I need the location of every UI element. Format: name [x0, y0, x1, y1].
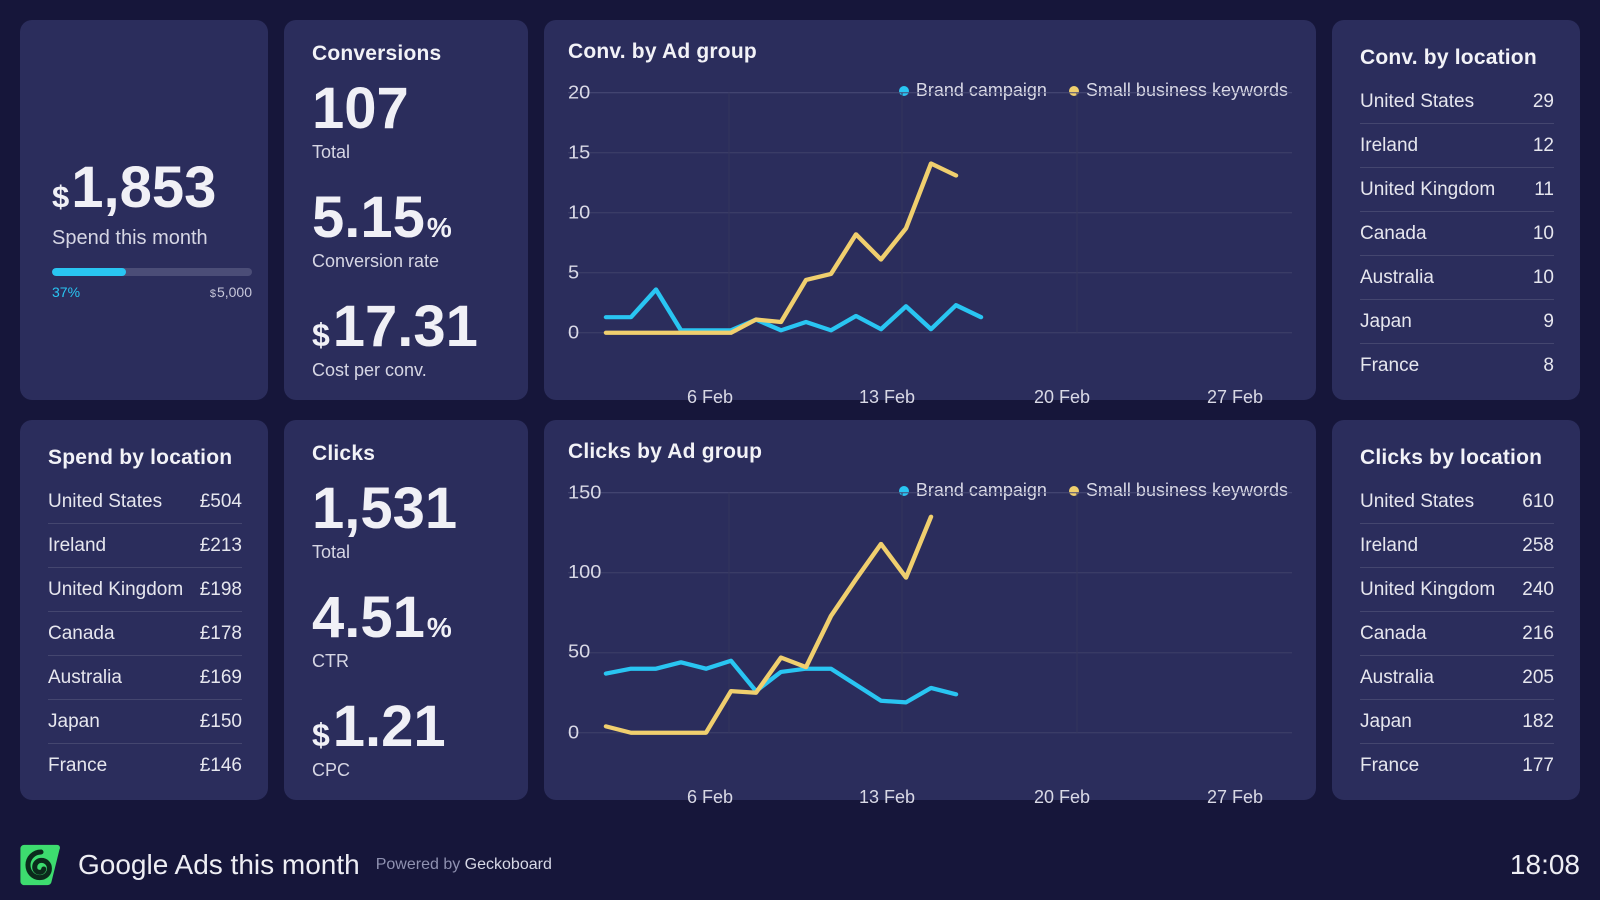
svg-text:0: 0 [568, 322, 579, 343]
svg-text:150: 150 [568, 482, 602, 503]
svg-text:0: 0 [568, 722, 579, 743]
svg-text:15: 15 [568, 142, 590, 163]
svg-text:100: 100 [568, 562, 602, 583]
svg-text:10: 10 [568, 202, 590, 223]
svg-text:20: 20 [568, 82, 590, 103]
svg-text:50: 50 [568, 641, 590, 662]
svg-text:5: 5 [568, 262, 579, 283]
